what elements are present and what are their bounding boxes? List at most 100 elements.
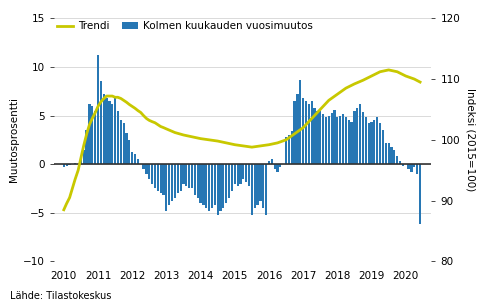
Bar [256,164,259,205]
Bar [179,164,182,192]
Bar [182,164,184,184]
Bar [379,123,381,164]
Bar [213,164,216,205]
Bar [228,164,230,198]
Bar [83,150,85,164]
Bar [308,104,310,164]
Bar [142,164,145,169]
Bar [94,111,96,164]
Bar [240,164,242,184]
Bar [165,164,168,211]
Bar [368,123,370,164]
Bar [322,114,324,164]
Bar [174,164,176,198]
Bar [408,164,410,169]
Bar [333,110,336,164]
Bar [296,94,299,164]
Bar [151,164,153,184]
Bar [74,163,76,164]
Bar [114,98,116,164]
Bar [231,164,233,192]
Bar [162,164,165,195]
Bar [325,117,327,164]
Bar [120,120,122,164]
Bar [262,164,264,208]
Bar [219,164,222,211]
Bar [171,164,173,201]
Bar [293,101,296,164]
Bar [69,164,70,165]
Bar [100,81,102,164]
Bar [237,164,239,185]
Bar [416,164,418,174]
Bar [328,116,330,164]
Bar [285,137,287,164]
Bar [211,164,213,208]
Bar [194,164,196,195]
Bar [137,159,139,164]
Bar [362,112,364,164]
Bar [305,101,307,164]
Bar [91,106,93,164]
Bar [370,122,373,164]
Bar [168,164,171,205]
Bar [376,117,378,164]
Bar [274,164,276,169]
Bar [191,164,193,188]
Bar [288,135,290,164]
Bar [339,116,341,164]
Bar [299,80,301,164]
Bar [419,164,421,224]
Bar [134,154,136,164]
Bar [265,164,267,215]
Bar [259,164,261,201]
Bar [225,164,227,203]
Bar [128,140,131,164]
Bar [245,164,247,182]
Bar [393,150,395,164]
Bar [279,164,282,167]
Bar [160,164,162,193]
Bar [202,164,205,205]
Bar [176,164,179,193]
Bar [216,164,219,215]
Bar [103,94,105,164]
Bar [157,164,159,192]
Bar [387,143,390,164]
Bar [345,117,347,164]
Bar [248,164,250,185]
Bar [80,159,82,164]
Bar [208,164,210,211]
Bar [356,108,358,164]
Bar [251,164,253,215]
Bar [314,108,316,164]
Y-axis label: Indeksi (2015=100): Indeksi (2015=100) [466,88,476,192]
Bar [351,122,352,164]
Bar [359,104,361,164]
Bar [317,111,318,164]
Bar [145,164,147,174]
Bar [390,147,392,164]
Bar [410,164,413,172]
Bar [353,111,355,164]
Bar [242,164,245,179]
Bar [125,133,128,164]
Bar [63,164,65,167]
Bar [205,164,208,208]
Bar [291,131,293,164]
Bar [348,120,350,164]
Bar [234,164,236,184]
Legend: Trendi, Kolmen kuukauden vuosimuutos: Trendi, Kolmen kuukauden vuosimuutos [57,21,313,31]
Bar [302,98,304,164]
Bar [154,164,156,188]
Bar [106,98,107,164]
Bar [365,117,367,164]
Bar [399,161,401,164]
Bar [382,130,384,164]
Bar [131,151,133,164]
Bar [188,164,190,188]
Bar [88,104,91,164]
Bar [97,55,99,164]
Bar [200,164,202,203]
Bar [85,130,88,164]
